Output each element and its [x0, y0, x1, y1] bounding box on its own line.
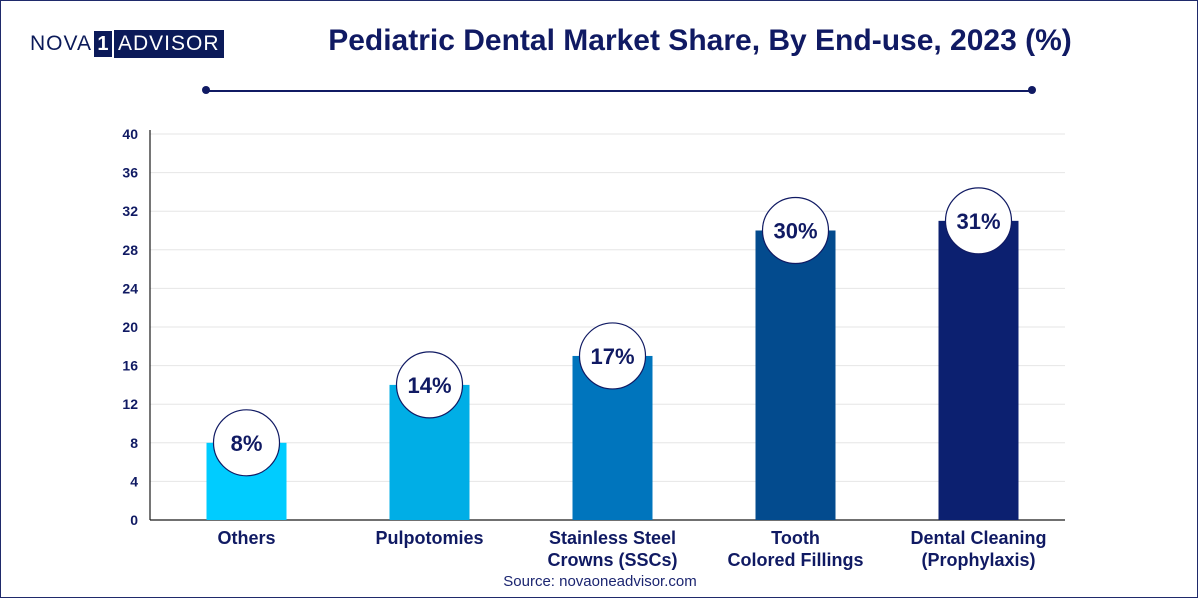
data-label-bubble-3	[761, 196, 830, 265]
category-label-3: Tooth Colored Fillings	[727, 528, 863, 570]
data-label-0: 8%	[231, 431, 263, 456]
y-tick-label-40: 40	[122, 126, 138, 142]
chart-title: Pediatric Dental Market Share, By End-us…	[328, 24, 1072, 57]
data-label-bubble-2	[578, 322, 647, 390]
category-label-0: Others	[217, 528, 275, 548]
data-label-bubble-1	[395, 351, 464, 419]
y-tick-label-36: 36	[122, 165, 138, 181]
data-label-bubble-0	[212, 409, 281, 477]
data-label-bubble-4	[944, 187, 1013, 255]
y-tick-label-0: 0	[130, 512, 138, 528]
bar-4	[938, 220, 1019, 520]
y-tick-label-4: 4	[130, 473, 138, 489]
title-underline-left-dot	[202, 86, 210, 94]
y-tick-label-16: 16	[122, 358, 138, 374]
y-tick-label-28: 28	[122, 242, 138, 258]
y-tick-label-8: 8	[130, 435, 138, 451]
y-tick-label-12: 12	[122, 396, 138, 412]
y-tick-label-20: 20	[122, 319, 138, 335]
logo-text-nova: NOVA	[30, 32, 92, 55]
category-label-1: Pulpotomies	[375, 528, 483, 548]
category-label-2: Stainless Steel Crowns (SSCs)	[547, 528, 677, 570]
title-underline	[206, 90, 1032, 92]
data-label-4: 31%	[956, 209, 1000, 234]
category-label-4: Dental Cleaning (Prophylaxis)	[910, 528, 1046, 570]
logo-text-one: 1	[93, 31, 112, 57]
data-label-1: 14%	[407, 373, 451, 398]
logo-text-advisor: ADVISOR	[113, 30, 224, 58]
y-tick-label-32: 32	[122, 203, 138, 219]
data-label-2: 17%	[590, 344, 634, 369]
data-label-3: 30%	[773, 219, 817, 244]
nova-one-advisor-logo: NOVA 1 ADVISOR	[30, 30, 224, 58]
source-note: Source: novaoneadvisor.com	[503, 573, 697, 590]
title-underline-right-dot	[1028, 86, 1036, 94]
bar-3	[755, 230, 836, 520]
y-tick-label-24: 24	[122, 280, 138, 296]
